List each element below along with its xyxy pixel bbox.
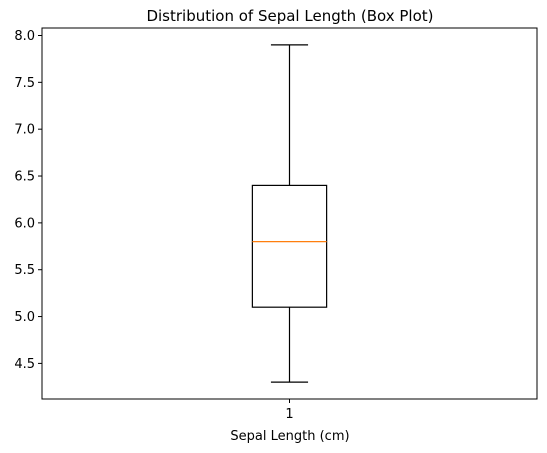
- x-axis: 1: [285, 399, 294, 422]
- y-tick-label: 4.5: [14, 357, 35, 372]
- y-tick-label: 6.5: [14, 170, 35, 185]
- y-tick-label: 5.0: [14, 310, 35, 325]
- x-axis-label: Sepal Length (cm): [230, 429, 349, 444]
- plot-area: [251, 44, 328, 383]
- y-tick-label: 7.0: [14, 123, 35, 138]
- x-tick-label: 1: [285, 407, 293, 422]
- chart-title: Distribution of Sepal Length (Box Plot): [146, 7, 433, 25]
- iqr-box: [251, 184, 328, 308]
- y-tick-label: 6.0: [14, 216, 35, 231]
- y-tick-label: 5.5: [14, 263, 35, 278]
- y-tick-label: 8.0: [14, 29, 35, 44]
- y-axis: 4.5 5.0 5.5 6.0 6.5 7.0 7.5 8.0: [14, 29, 42, 372]
- y-tick-label: 7.5: [14, 76, 35, 91]
